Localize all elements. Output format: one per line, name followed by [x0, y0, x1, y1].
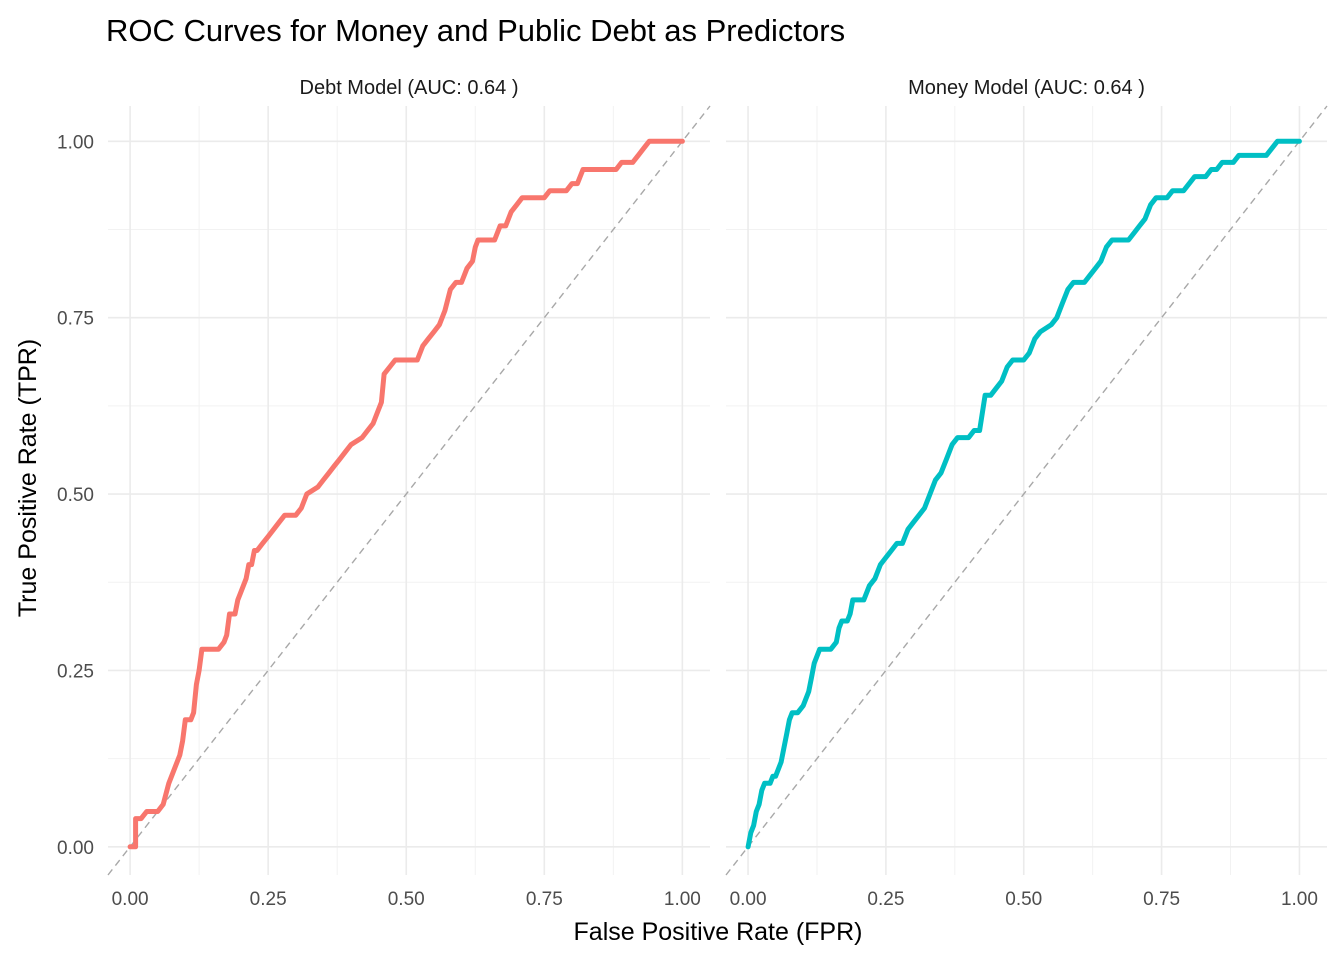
panel-money: Money Model (AUC: 0.64 ) 0.00 0.25 0.50 0.75…: [725, 77, 1328, 910]
facet-strip-label: Money Model (AUC: 0.64 ): [908, 77, 1145, 99]
facet-strip-label: Debt Model (AUC: 0.64 ): [300, 77, 519, 99]
chart-title: ROC Curves for Money and Public Debt as …: [106, 13, 845, 48]
x-tick-label: 0.00: [112, 889, 149, 910]
y-tick-label: 1.00: [57, 132, 94, 153]
diagonal-reference-line: [107, 105, 711, 876]
roc-curve-debt: [127, 138, 685, 850]
x-tick-label: 0.00: [730, 889, 767, 910]
y-axis-title: True Positive Rate (TPR): [14, 339, 42, 617]
y-tick-label: 0.25: [57, 661, 94, 682]
panel-debt: Debt Model (AUC: 0.64 ) 0.00 0.25 0.50 0.75 1…: [57, 77, 711, 910]
x-tick-label: 0.25: [250, 889, 287, 910]
x-tick-label: 0.75: [1143, 889, 1180, 910]
x-axis-title: False Positive Rate (FPR): [574, 918, 863, 946]
x-tick-label: 1.00: [1281, 889, 1318, 910]
x-tick-label: 1.00: [664, 889, 701, 910]
y-tick-label: 0.75: [57, 309, 94, 330]
y-tick-label: 0.50: [57, 485, 94, 506]
roc-curve-money: [745, 138, 1302, 850]
y-tick-label: 0.00: [57, 838, 94, 859]
x-tick-label: 0.50: [388, 889, 425, 910]
facet-panels: Debt Model (AUC: 0.64 ) 0.00 0.25 0.50 0.75 1…: [57, 77, 1328, 910]
x-tick-label: 0.75: [526, 889, 563, 910]
x-tick-label: 0.25: [867, 889, 904, 910]
x-tick-label: 0.50: [1005, 889, 1042, 910]
diagonal-reference-line: [725, 105, 1328, 876]
